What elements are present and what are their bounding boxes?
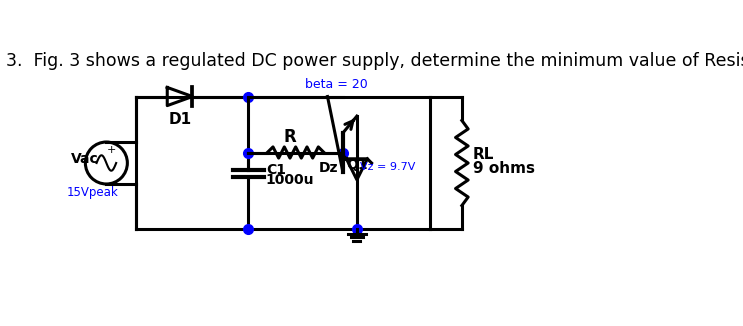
Text: +: + (107, 145, 117, 155)
Text: RL: RL (473, 147, 494, 162)
Text: 15Vpeak: 15Vpeak (66, 186, 118, 199)
Text: C1: C1 (266, 163, 286, 177)
Text: 3.  Fig. 3 shows a regulated DC power supply, determine the minimum value of Res: 3. Fig. 3 shows a regulated DC power sup… (6, 52, 743, 70)
Text: Vac: Vac (71, 152, 99, 166)
Text: Dz: Dz (319, 161, 338, 175)
Text: R: R (284, 128, 296, 146)
Text: 1000u: 1000u (266, 173, 314, 187)
Text: D1: D1 (168, 112, 192, 127)
Text: Vz = 9.7V: Vz = 9.7V (360, 162, 415, 171)
Text: 9 ohms: 9 ohms (473, 161, 535, 176)
Text: Q1: Q1 (346, 158, 368, 172)
Text: beta = 20: beta = 20 (305, 78, 367, 91)
